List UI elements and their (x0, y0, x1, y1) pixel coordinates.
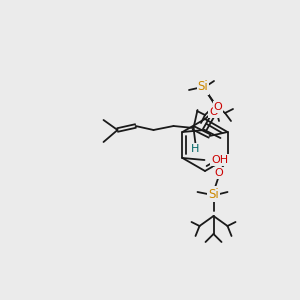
Text: O: O (214, 168, 223, 178)
Text: O: O (209, 107, 218, 117)
Text: O: O (214, 102, 222, 112)
Text: Si: Si (198, 80, 208, 94)
Text: Si: Si (208, 188, 219, 200)
Text: H: H (191, 144, 200, 154)
Text: OH: OH (212, 155, 229, 165)
